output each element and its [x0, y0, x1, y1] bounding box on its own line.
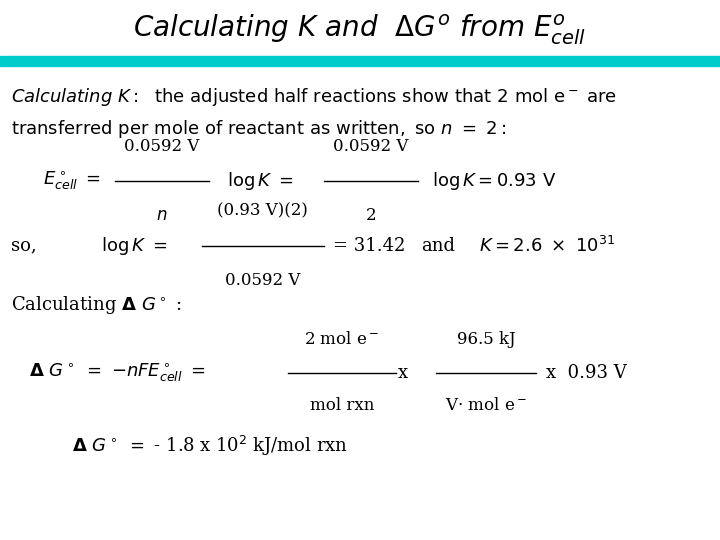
- Text: (0.93 V)(2): (0.93 V)(2): [217, 203, 308, 220]
- Text: $\mathbf{\mathit{Calculating\ K:}}$$\rm{\ \ the\ adjusted\ half\ reactions\ show: $\mathbf{\mathit{Calculating\ K:}}$$\rm{…: [11, 86, 617, 108]
- Text: 2 mol e$^-$: 2 mol e$^-$: [305, 331, 379, 348]
- Text: $\log K\ =$: $\log K\ =$: [101, 235, 168, 256]
- Text: 0.0592 V: 0.0592 V: [225, 272, 300, 288]
- Text: $E^\circ_{cell}\ =$: $E^\circ_{cell}\ =$: [43, 170, 102, 192]
- Text: so,: so,: [11, 237, 37, 255]
- Text: $\mathit{n}$: $\mathit{n}$: [156, 207, 168, 224]
- Text: $\mathbf{\Delta}\ G^\circ\ =\ \mathit{-nFE^\circ_{cell}}\ =$: $\mathbf{\Delta}\ G^\circ\ =\ \mathit{-n…: [29, 361, 206, 384]
- Text: 2: 2: [366, 207, 376, 224]
- Text: and: and: [421, 237, 455, 255]
- Text: mol rxn: mol rxn: [310, 397, 374, 414]
- Text: x: x: [398, 363, 408, 382]
- Text: Calculating $\mathbf{\Delta}\ G^\circ$ :: Calculating $\mathbf{\Delta}\ G^\circ$ :: [11, 294, 181, 316]
- Text: $\rm{transferred\ per\ mole\ of\ reactant\ as\ written,\ so\ }\mathit{n}\ =\ 2:$: $\rm{transferred\ per\ mole\ of\ reactan…: [11, 118, 506, 139]
- Text: 96.5 kJ: 96.5 kJ: [456, 331, 516, 348]
- Text: V$\cdot$ mol e$^-$: V$\cdot$ mol e$^-$: [445, 397, 527, 414]
- Text: $\mathbf{\mathit{Calculating\ K\ and}}$$\ \ \mathbf{\mathit{\Delta G^o}}$$\ \mat: $\mathbf{\mathit{Calculating\ K\ and}}$$…: [133, 12, 587, 47]
- Text: 0.0592 V: 0.0592 V: [333, 138, 408, 155]
- Text: $\mathbf{\Delta}\ G^\circ\ =$ - 1.8 x 10$^2$ kJ/mol rxn: $\mathbf{\Delta}\ G^\circ\ =$ - 1.8 x 10…: [72, 434, 348, 457]
- Text: = 31.42: = 31.42: [333, 237, 405, 255]
- Text: 0.0592 V: 0.0592 V: [125, 138, 199, 155]
- Text: x  0.93 V: x 0.93 V: [546, 363, 626, 382]
- Text: $\log K = 0.93\ \mathrm{V}$: $\log K = 0.93\ \mathrm{V}$: [432, 170, 557, 192]
- Text: $\log K\ =$: $\log K\ =$: [227, 170, 294, 192]
- Bar: [0, 56, 720, 66]
- Text: $K = 2.6\ \times\ 10^{31}$: $K = 2.6\ \times\ 10^{31}$: [479, 235, 615, 256]
